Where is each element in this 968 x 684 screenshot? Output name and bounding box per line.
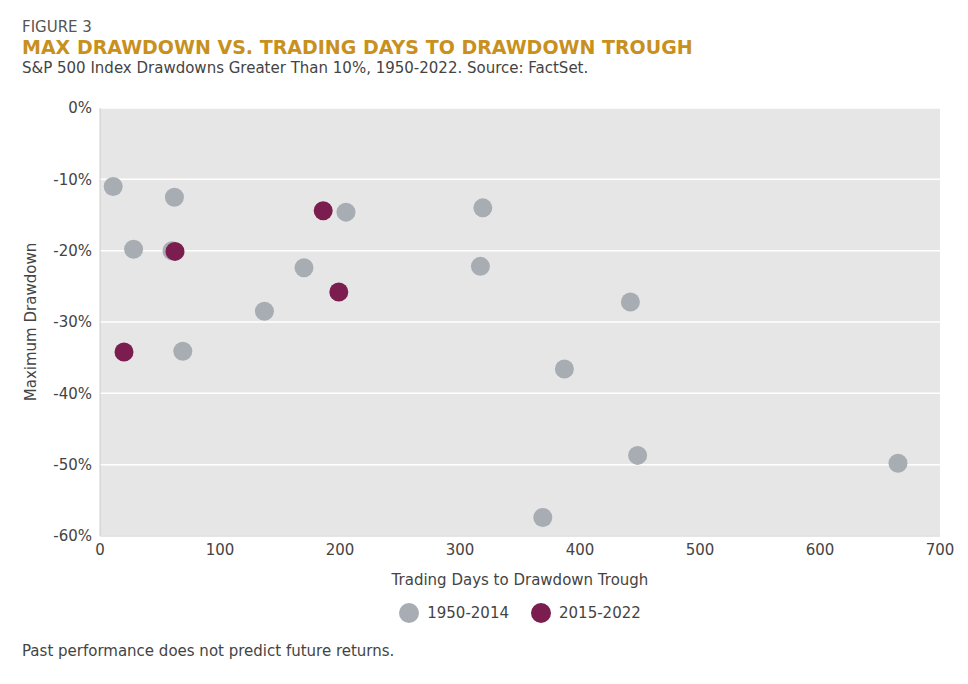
html-text:Maximum Drawdown: Maximum Drawdown <box>22 242 40 402</box>
svg-text:600: 600 <box>806 541 835 559</box>
html-text:2015-2022: 2015-2022 <box>559 604 641 622</box>
html-text:FIGURE 3: FIGURE 3 <box>22 18 92 36</box>
svg-text:400: 400 <box>566 541 595 559</box>
svg-text:700: 700 <box>926 541 955 559</box>
svg-text:500: 500 <box>686 541 715 559</box>
html-text:MAX DRAWDOWN VS. TRADING DAYS: MAX DRAWDOWN VS. TRADING DAYS TO DRAWDOW… <box>22 36 693 58</box>
html-text:S&P 500 Index Drawdowns Greate: S&P 500 Index Drawdowns Greater Than 10%… <box>22 59 589 77</box>
svg-text:-60%: -60% <box>53 527 92 545</box>
html-text:1950-2014: 1950-2014 <box>427 604 509 622</box>
svg-text:-10%: -10% <box>53 171 92 189</box>
svg-text:-30%: -30% <box>53 313 92 331</box>
svg-text:300: 300 <box>446 541 475 559</box>
svg-text:0%: 0% <box>68 99 92 117</box>
svg-text:-50%: -50% <box>53 456 92 474</box>
svg-text:100: 100 <box>206 541 235 559</box>
svg-text:0: 0 <box>95 541 105 559</box>
svg-text:200: 200 <box>326 541 355 559</box>
svg-text:-20%: -20% <box>53 242 92 260</box>
html-text:Past performance does not pred: Past performance does not predict future… <box>22 642 395 660</box>
svg-text:-40%: -40% <box>53 385 92 403</box>
html-text:Trading Days to Drawdown Troug: Trading Days to Drawdown Trough <box>391 571 649 589</box>
